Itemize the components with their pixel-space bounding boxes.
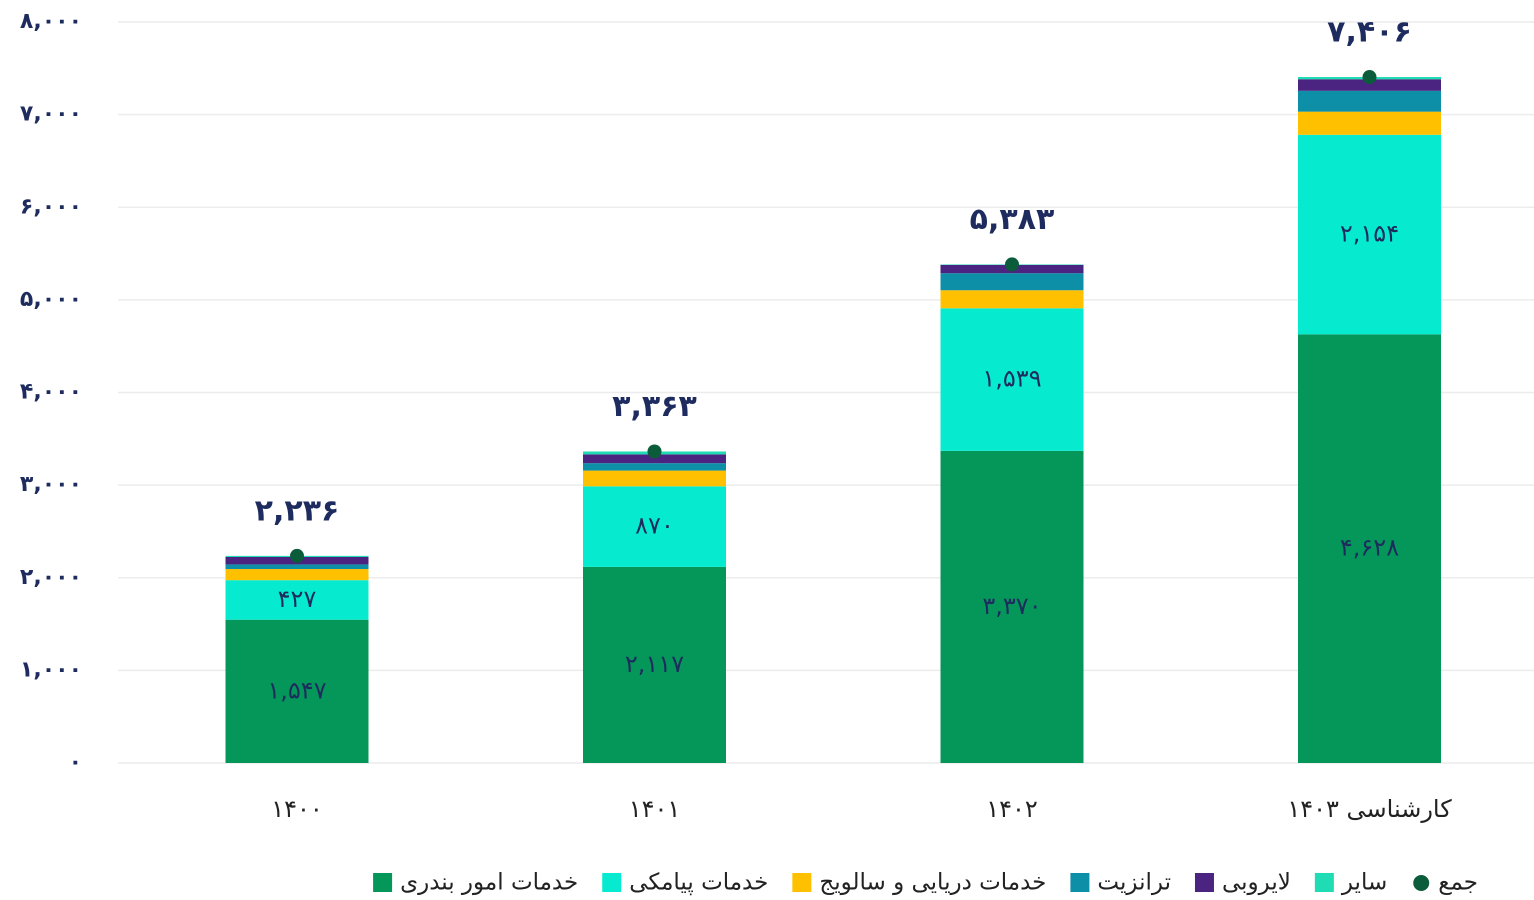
bar-segment — [940, 308, 1084, 451]
legend-label: خدمات امور بندری — [400, 870, 578, 896]
y-tick-label: ۶,۰۰۰ — [20, 194, 82, 219]
bar-segment — [1298, 134, 1441, 335]
legend-marker — [1070, 873, 1090, 892]
bar-segment — [1298, 111, 1441, 135]
bar-segment — [940, 290, 1084, 309]
segment-label: ۲,۱۵۴ — [1340, 220, 1399, 248]
y-tick-label: ۱,۰۰۰ — [20, 657, 82, 682]
legend-marker — [1194, 873, 1214, 892]
segment-label: ۳,۳۷۰ — [982, 592, 1041, 620]
legend-marker — [373, 873, 393, 892]
bar-segment — [225, 564, 369, 570]
legend-label: خدمات دریایی و سالویج — [819, 870, 1046, 896]
bar-segment — [583, 463, 726, 471]
legend-marker — [1413, 875, 1430, 891]
bar-segment — [1298, 334, 1441, 763]
x-tick-label: کارشناسی ۱۴۰۳ — [1287, 795, 1452, 823]
segment-label: ۴,۶۲۸ — [1340, 534, 1399, 562]
y-tick-label: ۸,۰۰۰ — [20, 9, 82, 34]
bar-segment — [225, 580, 369, 620]
legend-label: ترانزیت — [1097, 870, 1171, 896]
y-tick-label: ۲,۰۰۰ — [20, 565, 82, 590]
segment-label: ۱,۵۴۷ — [267, 676, 326, 704]
bar-segment — [940, 273, 1084, 291]
legend-marker — [1314, 873, 1334, 892]
bar-segment — [583, 470, 726, 487]
bar-segment — [225, 619, 369, 763]
x-tick-label: ۱۴۰۲ — [986, 795, 1038, 823]
total-label: ۲,۲۳۶ — [255, 493, 340, 528]
total-dot — [647, 444, 662, 459]
legend-marker — [792, 873, 812, 892]
y-tick-label: ۵,۰۰۰ — [20, 287, 82, 312]
total-label: ۵,۳۸۳ — [970, 202, 1055, 237]
bar-segment — [583, 454, 726, 464]
total-label: ۷,۴۰۶ — [1327, 15, 1412, 50]
total-dot — [290, 548, 304, 563]
bar-segment — [225, 569, 369, 581]
legend-label: جمع — [1438, 870, 1478, 896]
total-label: ۳,۳۶۳ — [612, 389, 697, 424]
segment-label: ۱,۵۳۹ — [982, 365, 1041, 393]
bar-segment — [583, 566, 726, 763]
bar-segment — [583, 486, 726, 567]
y-tick-label: ۰ — [69, 750, 82, 775]
y-tick-label: ۷,۰۰۰ — [20, 102, 82, 127]
bar-segment — [1298, 79, 1441, 91]
total-dot — [1362, 70, 1377, 85]
bar-segment — [940, 450, 1084, 763]
segment-label: ۸۷۰ — [635, 512, 674, 540]
legend-label: لایروبی — [1222, 870, 1291, 896]
segment-label: ۴۲۷ — [278, 585, 317, 613]
y-tick-label: ۴,۰۰۰ — [20, 380, 82, 405]
legend-label: خدمات پیامکی — [629, 870, 768, 896]
x-tick-label: ۱۴۰۱ — [629, 795, 681, 823]
y-tick-label: ۳,۰۰۰ — [20, 472, 82, 497]
total-dot — [1005, 257, 1019, 272]
legend-marker — [602, 873, 622, 892]
segment-label: ۲,۱۱۷ — [625, 650, 684, 678]
x-tick-label: ۱۴۰۰ — [271, 795, 323, 823]
legend-label: سایر — [1341, 870, 1387, 896]
bar-segment — [1298, 90, 1441, 112]
